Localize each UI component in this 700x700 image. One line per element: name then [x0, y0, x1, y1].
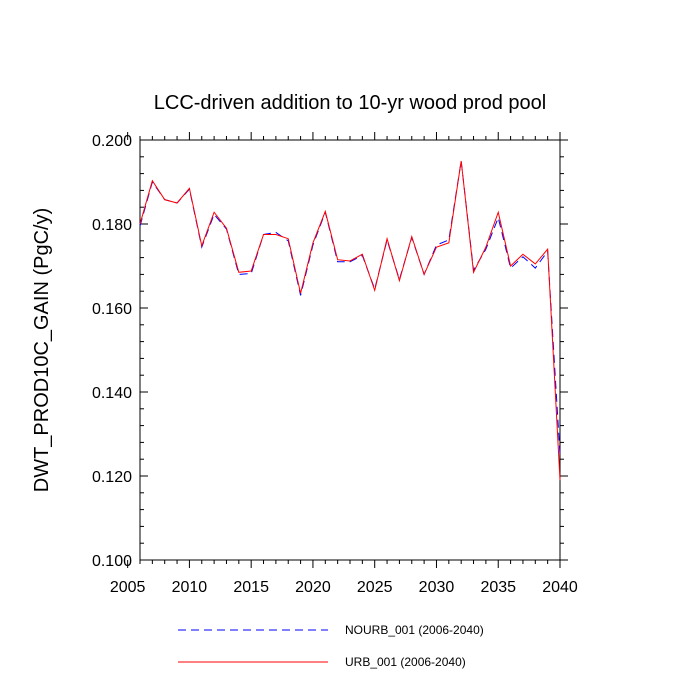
y-tick-label: 0.180	[92, 217, 132, 234]
axis-tick-labels: 2005 2010 2015 2020 2025 2030 2035 2040 0.100 0.1…	[92, 133, 578, 596]
y-tick-label: 0.160	[92, 301, 132, 318]
x-tick-label: 2005	[110, 579, 146, 596]
legend: NOURB_001 (2006-2040) URB_001 (2006-2040)	[178, 623, 484, 669]
x-tick-label: 2015	[233, 579, 269, 596]
series-line-2	[139, 160, 561, 481]
chart-title: LCC-driven addition to 10-yr wood prod p…	[154, 92, 546, 114]
y-tick-label: 0.120	[92, 469, 132, 486]
x-tick-label: 2035	[480, 579, 516, 596]
y-tick-label: 0.140	[92, 385, 132, 402]
y-tick-label: 0.200	[92, 133, 132, 150]
x-tick-label: 2025	[357, 579, 393, 596]
x-tick-label: 2020	[295, 579, 331, 596]
x-tick-label: 2010	[172, 579, 208, 596]
x-tick-label: 2030	[419, 579, 455, 596]
x-tick-label: 2040	[542, 579, 578, 596]
series-lines	[139, 160, 561, 481]
plot-frame	[139, 139, 561, 561]
y-tick-label: 0.100	[92, 553, 132, 570]
legend-label-1: NOURB_001 (2006-2040)	[345, 623, 484, 637]
legend-label-2: URB_001 (2006-2040)	[345, 655, 466, 669]
y-axis-label: DWT_PROD10C_GAIN (PgC/y)	[31, 208, 53, 493]
series-line-1	[139, 160, 561, 456]
axis-ticks	[127, 132, 568, 568]
